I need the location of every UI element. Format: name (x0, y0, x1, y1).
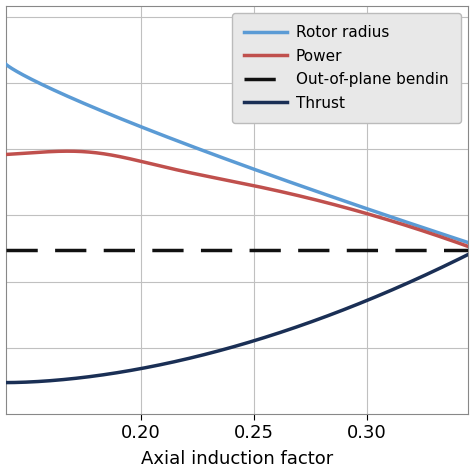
Out-of-plane bendin (455, 247, 460, 253)
Power (223, 177, 229, 183)
Power (226, 178, 232, 183)
Thrust (3, 380, 9, 385)
Out-of-plane bendin (278, 247, 284, 253)
Legend: Rotor radius, Power, Out-of-plane bendin, Thrust: Rotor radius, Power, Out-of-plane bendin… (232, 13, 461, 123)
Out-of-plane bendin (223, 247, 228, 253)
Power (279, 189, 285, 195)
X-axis label: Axial induction factor: Axial induction factor (141, 450, 333, 468)
Thrust (225, 346, 231, 351)
Out-of-plane bendin (253, 247, 259, 253)
Power (383, 216, 389, 222)
Thrust (223, 346, 228, 352)
Power (465, 244, 471, 249)
Power (65, 148, 71, 154)
Rotor radius (382, 212, 388, 218)
Thrust (278, 329, 284, 335)
Power (456, 240, 461, 246)
Out-of-plane bendin (465, 247, 471, 253)
Rotor radius (223, 156, 228, 162)
Rotor radius (3, 61, 9, 67)
Line: Rotor radius: Rotor radius (6, 64, 468, 243)
Rotor radius (225, 157, 231, 163)
Thrust (253, 337, 259, 343)
Thrust (382, 290, 388, 296)
Thrust (465, 252, 471, 257)
Out-of-plane bendin (382, 247, 388, 253)
Rotor radius (465, 240, 471, 246)
Thrust (455, 257, 460, 263)
Out-of-plane bendin (3, 247, 9, 253)
Power (3, 152, 9, 157)
Out-of-plane bendin (225, 247, 231, 253)
Rotor radius (253, 167, 259, 173)
Rotor radius (278, 176, 284, 182)
Line: Power: Power (6, 151, 468, 246)
Rotor radius (455, 236, 460, 242)
Line: Thrust: Thrust (6, 255, 468, 383)
Power (254, 183, 260, 189)
